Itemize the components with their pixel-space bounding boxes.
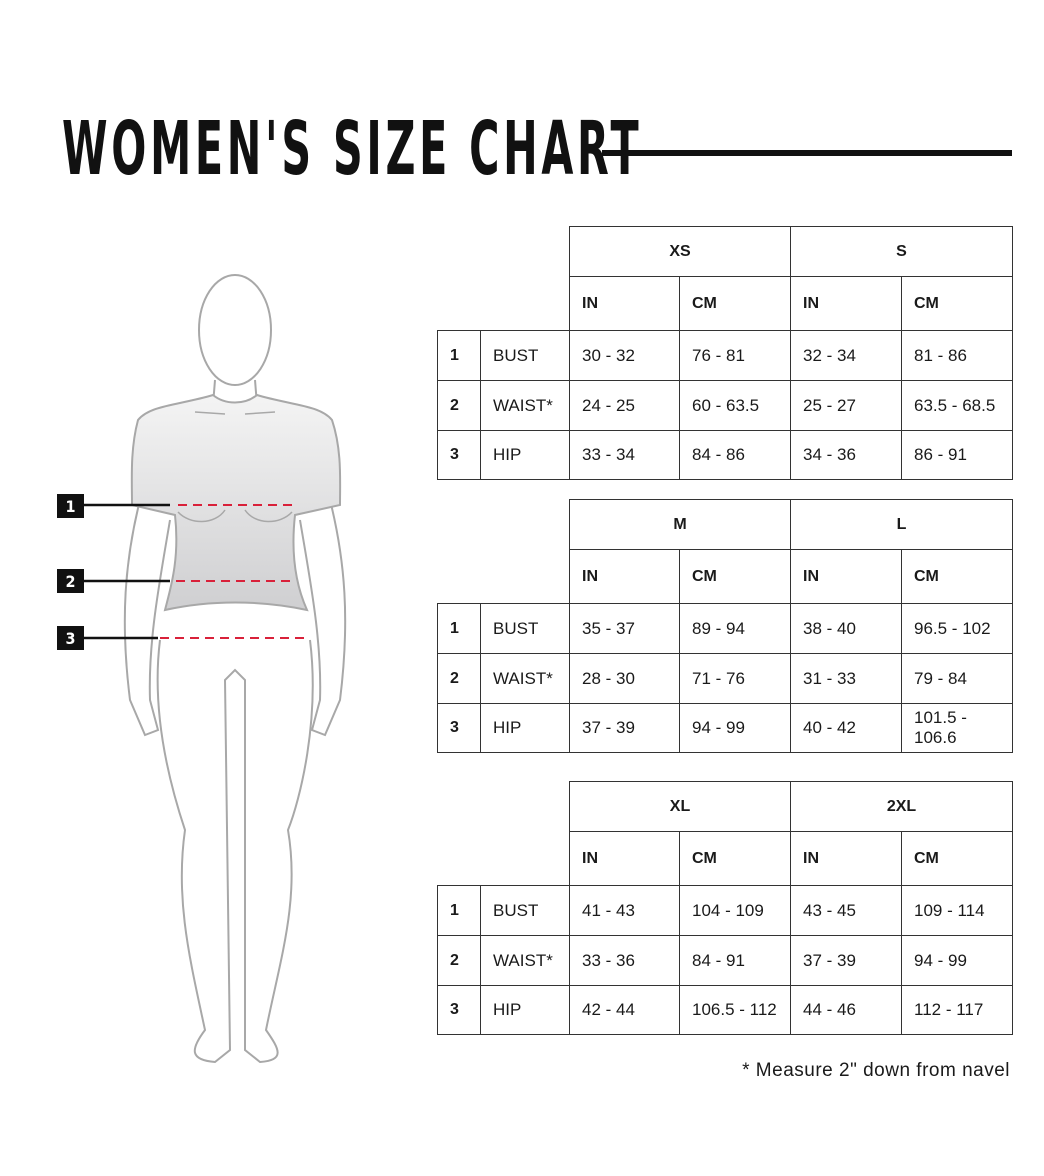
unit-header: IN [569,549,680,604]
size-header: M [569,499,791,550]
measurement-value: 101.5 - 106.6 [901,703,1013,753]
measurement-value: 81 - 86 [901,330,1013,381]
left-arm [123,499,171,737]
measurement-number: 3 [437,703,481,753]
measurement-value: 25 - 27 [790,380,902,431]
measurement-value: 37 - 39 [790,935,902,986]
measurement-value: 60 - 63.5 [679,380,791,431]
measurement-value: 76 - 81 [679,330,791,381]
measurement-value: 94 - 99 [679,703,791,753]
measurement-number: 2 [437,653,481,704]
measurement-value: 28 - 30 [569,653,680,704]
unit-header: IN [790,276,902,331]
unit-header: IN [790,549,902,604]
measurement-number: 1 [437,885,481,936]
measurement-value: 106.5 - 112 [679,985,791,1035]
size-header: 2XL [790,781,1013,832]
measurement-label: BUST [480,603,570,654]
measurement-label: HIP [480,703,570,753]
svg-text:1: 1 [65,497,75,516]
measurement-value: 109 - 114 [901,885,1013,936]
measurement-value: 86 - 91 [901,430,1013,480]
measurement-number: 2 [437,380,481,431]
measurement-value: 89 - 94 [679,603,791,654]
measurement-value: 32 - 34 [790,330,902,381]
measurement-value: 37 - 39 [569,703,680,753]
measurement-number: 1 [437,603,481,654]
measurement-number: 3 [437,985,481,1035]
marker-2: 2 [57,569,84,593]
measurement-value: 35 - 37 [569,603,680,654]
legs [156,639,314,1064]
size-header: XL [569,781,791,832]
measurement-number: 2 [437,935,481,986]
measurement-label: BUST [480,885,570,936]
unit-header: CM [901,549,1013,604]
marker-1: 1 [57,494,84,518]
measurement-label: HIP [480,985,570,1035]
measurement-value: 112 - 117 [901,985,1013,1035]
measurement-value: 63.5 - 68.5 [901,380,1013,431]
unit-header: CM [901,276,1013,331]
measure-lines [160,504,308,639]
size-header: S [790,226,1013,277]
measurement-value: 24 - 25 [569,380,680,431]
measurement-value: 33 - 34 [569,430,680,480]
measurement-value: 44 - 46 [790,985,902,1035]
page-title: WOMEN'S SIZE CHART [62,106,643,192]
measurement-value: 84 - 91 [679,935,791,986]
measurement-value: 71 - 76 [679,653,791,704]
measurement-value: 30 - 32 [569,330,680,381]
shirt [130,393,342,612]
svg-text:3: 3 [65,629,75,648]
measurement-value: 41 - 43 [569,885,680,936]
measurement-value: 43 - 45 [790,885,902,936]
measurement-label: WAIST* [480,935,570,986]
size-header: L [790,499,1013,550]
measurement-value: 33 - 36 [569,935,680,986]
measurement-value: 104 - 109 [679,885,791,936]
unit-header: CM [679,276,791,331]
measurement-value: 38 - 40 [790,603,902,654]
measurement-label: WAIST* [480,380,570,431]
measurement-value: 31 - 33 [790,653,902,704]
unit-header: CM [901,831,1013,886]
measurement-label: WAIST* [480,653,570,704]
measurement-value: 84 - 86 [679,430,791,480]
measurement-value: 40 - 42 [790,703,902,753]
unit-header: CM [679,549,791,604]
head [198,274,272,386]
unit-header: IN [790,831,902,886]
unit-header: IN [569,831,680,886]
title-rule [602,150,1012,156]
measurement-number: 1 [437,330,481,381]
size-header: XS [569,226,791,277]
right-arm [299,499,347,737]
measurement-value: 96.5 - 102 [901,603,1013,654]
svg-text:2: 2 [65,572,75,591]
footnote: * Measure 2" down from navel [742,1060,1010,1081]
unit-header: IN [569,276,680,331]
unit-header: CM [679,831,791,886]
measurement-label: BUST [480,330,570,381]
measurement-value: 34 - 36 [790,430,902,480]
marker-3: 3 [57,626,84,650]
measurement-label: HIP [480,430,570,480]
measurement-value: 94 - 99 [901,935,1013,986]
measurement-value: 79 - 84 [901,653,1013,704]
measurement-number: 3 [437,430,481,480]
measurement-value: 42 - 44 [569,985,680,1035]
body-figure: 1 2 3 [57,274,347,1064]
